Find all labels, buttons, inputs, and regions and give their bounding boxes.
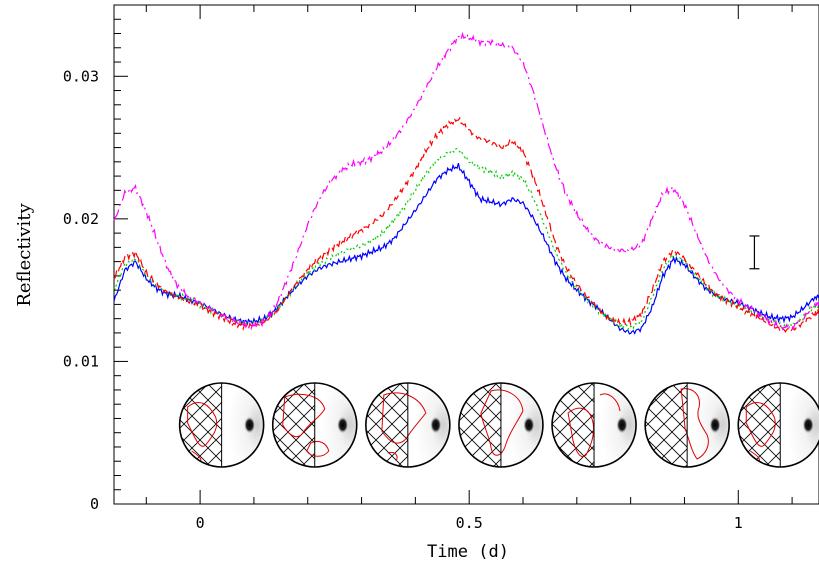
globe-insets (178, 382, 819, 468)
y-tick-labels: 0 0.01 0.02 0.03 (63, 67, 99, 513)
x-tick-label: 0.5 (456, 514, 483, 532)
series-line-dashdot (113, 31, 819, 332)
series-layer (113, 31, 819, 335)
coastline (282, 393, 330, 457)
y-tick-label: 0.01 (63, 352, 99, 370)
y-tick-label: 0.02 (63, 210, 99, 228)
y-axis-title: Reflectivity (14, 203, 35, 307)
axis-ticks (114, 4, 793, 505)
series-line-solid (113, 162, 819, 335)
series-line-dotted (113, 147, 819, 332)
glint-spot (616, 416, 629, 434)
globe-outline (644, 382, 730, 468)
y-tick-label: 0 (90, 495, 99, 513)
plot-frame (113, 4, 819, 505)
glint-spot (429, 416, 442, 434)
globe-inset (458, 382, 544, 468)
globe-inset (178, 382, 265, 468)
coastline (480, 389, 524, 456)
x-tick-labels: 0 0.5 1 (196, 514, 743, 532)
globe-inset (365, 382, 451, 468)
globe-outline (365, 382, 451, 468)
globe-inset (271, 382, 358, 468)
x-axis-title: Time (d) (427, 542, 509, 562)
globe-outline (458, 382, 544, 468)
globe-outline (271, 382, 358, 468)
glint-spot (243, 416, 256, 434)
x-tick-label: 1 (734, 514, 743, 532)
globe-inset (551, 382, 637, 468)
globe-outline (737, 382, 819, 468)
coastline (567, 393, 621, 457)
glint-spot (522, 416, 535, 434)
coastline (680, 388, 709, 460)
globe-outline (551, 382, 637, 468)
glint-spot (802, 416, 815, 434)
series-line-dashed (113, 116, 819, 333)
glint-spot (709, 416, 722, 434)
globe-outline (178, 382, 265, 468)
coastline (381, 392, 427, 462)
error-bar (749, 235, 760, 270)
globe-inset (737, 382, 819, 468)
x-tick-label: 0 (196, 514, 205, 532)
glint-spot (336, 416, 349, 434)
y-tick-label: 0.03 (63, 67, 99, 85)
globe-inset (644, 382, 730, 468)
